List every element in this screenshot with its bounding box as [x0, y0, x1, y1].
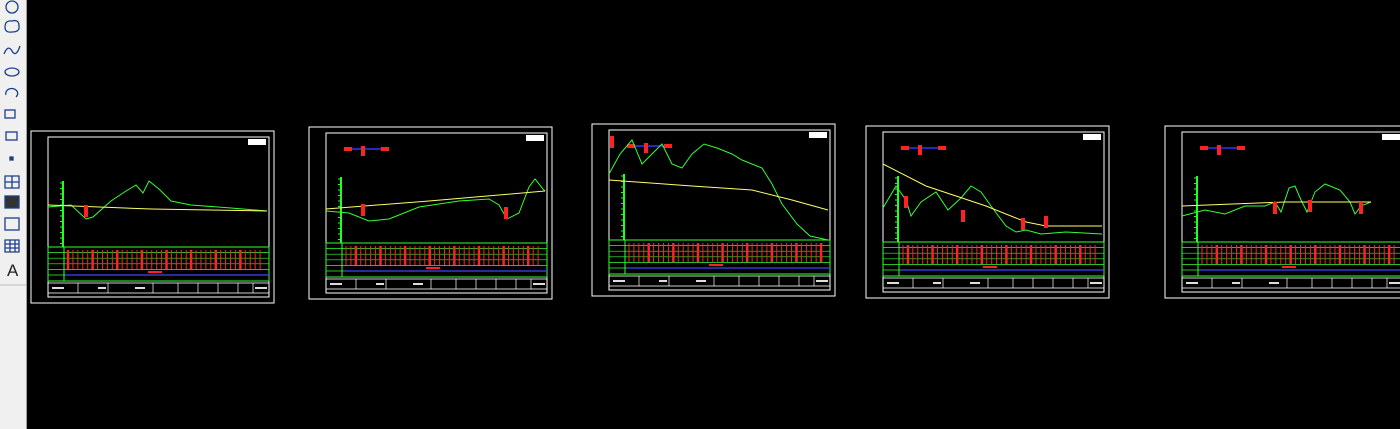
title-stamp [248, 139, 266, 145]
drawing-sheet[interactable] [308, 126, 553, 300]
title-text-block [533, 283, 545, 285]
sheet-border [1164, 125, 1400, 299]
structure-mark [361, 204, 365, 216]
drawing-sheet[interactable] [865, 125, 1110, 299]
title-text-block [1090, 282, 1102, 284]
design-line [1181, 201, 1371, 207]
tool-hatch[interactable] [4, 175, 20, 189]
curve-mark [381, 147, 389, 151]
curve-mark [1200, 146, 1208, 150]
tool-mtext[interactable]: A [7, 261, 19, 280]
curve-mark [361, 146, 365, 156]
sheet-border [865, 125, 1110, 299]
curve-mark [644, 143, 648, 153]
curve-mark [344, 147, 352, 151]
structure-mark [1044, 216, 1048, 228]
tool-revcloud[interactable] [4, 19, 20, 33]
ground-line [882, 185, 1103, 235]
drawing-canvas [30, 123, 1400, 304]
title-stamp [526, 135, 544, 141]
curve-mark [938, 146, 946, 150]
tool-gradient[interactable] [4, 195, 20, 209]
title-block [882, 277, 1105, 289]
title-text-block [1232, 282, 1240, 284]
title-text-block [135, 287, 145, 289]
title-text-block [816, 280, 828, 282]
sheet-frame [882, 131, 1105, 293]
structure-mark [504, 207, 508, 219]
title-text-block [330, 283, 342, 285]
design-line [325, 190, 546, 210]
curve-mark [664, 144, 672, 148]
tool-spline[interactable] [3, 45, 21, 55]
title-text-block [970, 282, 980, 284]
curve-mark [1217, 145, 1221, 155]
title-stamp [1083, 134, 1101, 140]
ground-line [1181, 183, 1372, 217]
title-text-block [1269, 282, 1279, 284]
sheet-border [308, 126, 553, 300]
curve-mark [627, 144, 635, 148]
structure-mark [1308, 200, 1312, 212]
title-block [47, 282, 270, 294]
title-text-block [933, 282, 941, 284]
structure-mark [1359, 202, 1363, 214]
ground-line [47, 180, 268, 220]
design-line [608, 179, 829, 211]
band-mark [148, 271, 162, 273]
curve-mark [918, 145, 922, 155]
title-text-block [1389, 282, 1400, 284]
tool-make-block[interactable] [5, 131, 18, 141]
tool-ellipse-arc[interactable] [5, 87, 19, 98]
tool-ellipse[interactable] [4, 67, 20, 77]
sheet-frame [1181, 131, 1400, 293]
title-block [1181, 277, 1400, 289]
title-block [608, 275, 831, 287]
band-mark [426, 267, 440, 269]
toolbar: A [0, 0, 27, 429]
sheet-frame [47, 136, 270, 298]
title-stamp [809, 132, 827, 138]
structure-mark [1021, 218, 1025, 230]
design-line [882, 163, 1102, 227]
band-mark [709, 264, 723, 266]
drawing-sheet[interactable] [1164, 125, 1400, 299]
band-mark [983, 266, 997, 268]
tool-region[interactable] [4, 217, 20, 231]
structure-mark [904, 196, 908, 208]
design-line [47, 204, 268, 212]
ground-line [608, 139, 829, 241]
curve-mark [901, 146, 909, 150]
sheet-frame [608, 129, 831, 291]
structure-mark [84, 205, 88, 217]
title-text-block [376, 283, 384, 285]
drawing-sheet[interactable] [30, 130, 275, 304]
title-block [325, 278, 548, 290]
tool-point[interactable] [9, 156, 14, 161]
structure-mark [1273, 202, 1277, 214]
title-stamp [1382, 134, 1400, 140]
curve-mark [1237, 146, 1245, 150]
title-text-block [255, 287, 267, 289]
sheet-frame [325, 132, 548, 294]
title-text-block [696, 280, 706, 282]
structure-mark [610, 136, 614, 148]
sheet-border [591, 123, 836, 297]
title-text-block [613, 280, 625, 282]
sheet-border [30, 130, 275, 304]
band-mark [1282, 266, 1296, 268]
title-text-block [413, 283, 423, 285]
title-text-block [52, 287, 64, 289]
tool-circle[interactable] [5, 0, 19, 14]
title-text-block [1186, 282, 1198, 284]
tool-insert-block[interactable] [4, 109, 16, 119]
structure-mark [961, 210, 965, 222]
title-text-block [98, 287, 106, 289]
tool-table[interactable] [4, 239, 20, 253]
ground-line [325, 178, 546, 222]
title-text-block [659, 280, 667, 282]
drawing-sheet[interactable] [591, 123, 836, 297]
title-text-block [887, 282, 899, 284]
